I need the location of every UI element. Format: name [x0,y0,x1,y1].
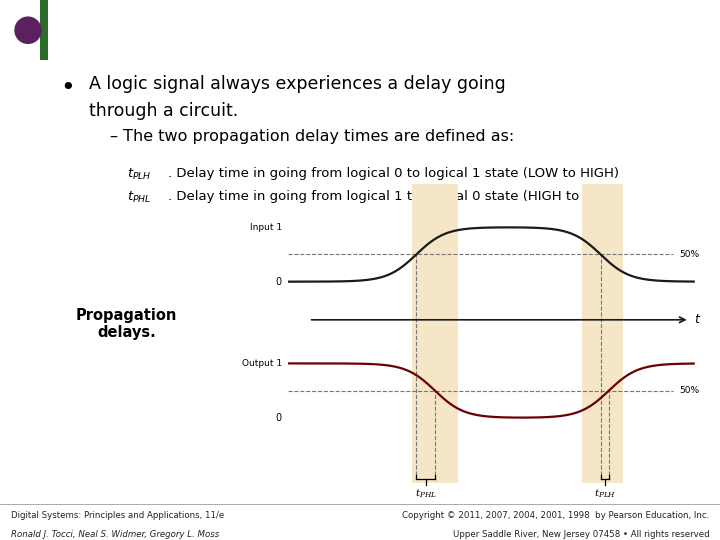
Text: 50%: 50% [679,250,699,259]
Text: through a circuit.: through a circuit. [89,102,238,120]
Text: $t_{PLH}$: $t_{PLH}$ [127,167,151,182]
Circle shape [15,17,41,43]
Bar [582,184,624,483]
Text: Output 1: Output 1 [242,359,282,368]
Text: $t_{PLH}$: $t_{PLH}$ [593,488,616,500]
Text: – The two propagation delay times are defined as:: – The two propagation delay times are de… [110,130,514,144]
Text: $t_{PHL}$: $t_{PHL}$ [127,190,151,205]
Text: $t_{PHL}$: $t_{PHL}$ [415,488,436,500]
Text: Copyright © 2011, 2007, 2004, 2001, 1998  by Pearson Education, Inc.: Copyright © 2011, 2007, 2004, 2001, 1998… [402,511,709,520]
Text: . Delay time in going from logical 0 to logical 1 state (LOW to HIGH): . Delay time in going from logical 0 to … [168,167,619,180]
Text: Upper Saddle River, New Jersey 07458 • All rights reserved: Upper Saddle River, New Jersey 07458 • A… [453,530,709,539]
Text: Digital Systems: Principles and Applications, 11/e: Digital Systems: Principles and Applicat… [11,511,224,520]
Text: Input 1: Input 1 [250,222,282,232]
Text: A logic signal always experiences a delay going: A logic signal always experiences a dela… [89,75,505,92]
Text: 50%: 50% [679,386,699,395]
Text: Ronald J. Tocci, Neal S. Widmer, Gregory L. Moss: Ronald J. Tocci, Neal S. Widmer, Gregory… [11,530,219,539]
Text: •: • [60,76,75,100]
Text: 0: 0 [276,276,282,287]
Text: 8-1 Digital IC Terminology – Propogation Delay: 8-1 Digital IC Terminology – Propogation… [56,21,547,40]
Bar [40,0,48,60]
Text: Propagation
delays.: Propagation delays. [76,308,177,340]
Text: 0: 0 [276,413,282,423]
Text: t: t [695,313,699,326]
Bar [413,184,458,483]
Text: . Delay time in going from logical 1 to logical 0 state (HIGH to LOW): . Delay time in going from logical 1 to … [168,190,619,202]
